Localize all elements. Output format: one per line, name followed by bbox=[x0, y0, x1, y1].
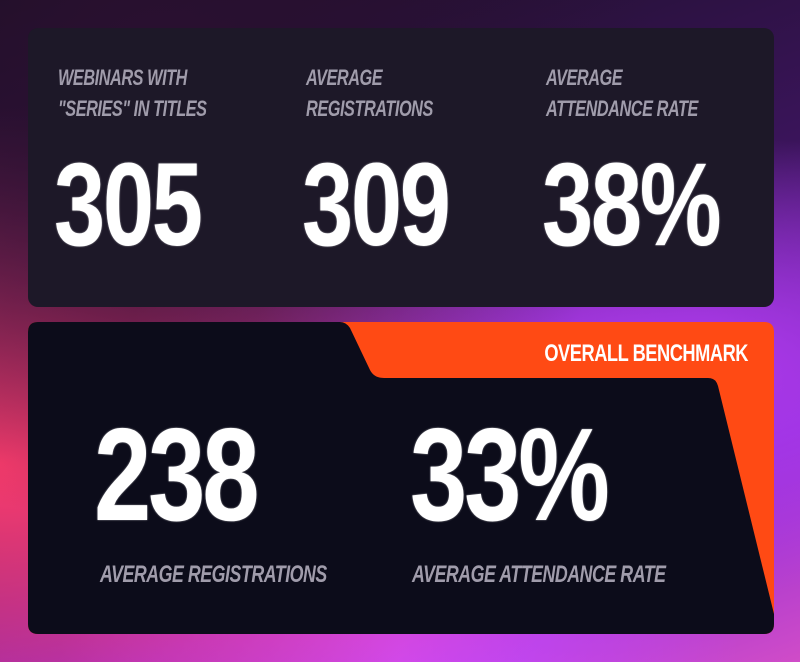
stat-label: AVERAGE REGISTRATIONS bbox=[306, 62, 433, 124]
stat-label: WEBINARS WITH "SERIES" IN TITLES bbox=[58, 62, 207, 124]
series-webinars-stat: WEBINARS WITH "SERIES" IN TITLES 305 bbox=[54, 62, 259, 270]
stat-label-line: "SERIES" IN TITLES bbox=[58, 96, 207, 121]
benchmark-registrations-label: AVERAGE REGISTRATIONS bbox=[100, 561, 327, 588]
series-attendance-stat: AVERAGE ATTENDANCE RATE 38% bbox=[542, 62, 751, 270]
stat-label: AVERAGE ATTENDANCE RATE bbox=[546, 62, 698, 124]
benchmark-registrations-value: 238 bbox=[94, 401, 260, 548]
stat-label-line: ATTENDANCE RATE bbox=[546, 96, 698, 121]
series-registrations-stat: AVERAGE REGISTRATIONS 309 bbox=[302, 62, 477, 270]
benchmark-dark-shape bbox=[28, 322, 774, 634]
series-stats-panel: WEBINARS WITH "SERIES" IN TITLES 305 AVE… bbox=[28, 28, 774, 307]
benchmark-attendance-label: AVERAGE ATTENDANCE RATE bbox=[412, 561, 666, 588]
stat-label-line: AVERAGE bbox=[306, 65, 383, 90]
stat-value: 309 bbox=[302, 139, 451, 271]
stat-label-line: REGISTRATIONS bbox=[306, 96, 433, 121]
benchmark-panel: OVERALL BENCHMARK 238 AVERAGE REGISTRATI… bbox=[28, 322, 774, 634]
stat-value: 305 bbox=[54, 139, 203, 271]
benchmark-attendance-value: 33% bbox=[410, 401, 610, 548]
stat-label-line: WEBINARS WITH bbox=[58, 65, 187, 90]
stat-value: 38% bbox=[542, 139, 722, 271]
benchmark-title: OVERALL BENCHMARK bbox=[544, 340, 748, 367]
benchmark-panel-shape bbox=[28, 322, 774, 634]
stat-label-line: AVERAGE bbox=[546, 65, 623, 90]
